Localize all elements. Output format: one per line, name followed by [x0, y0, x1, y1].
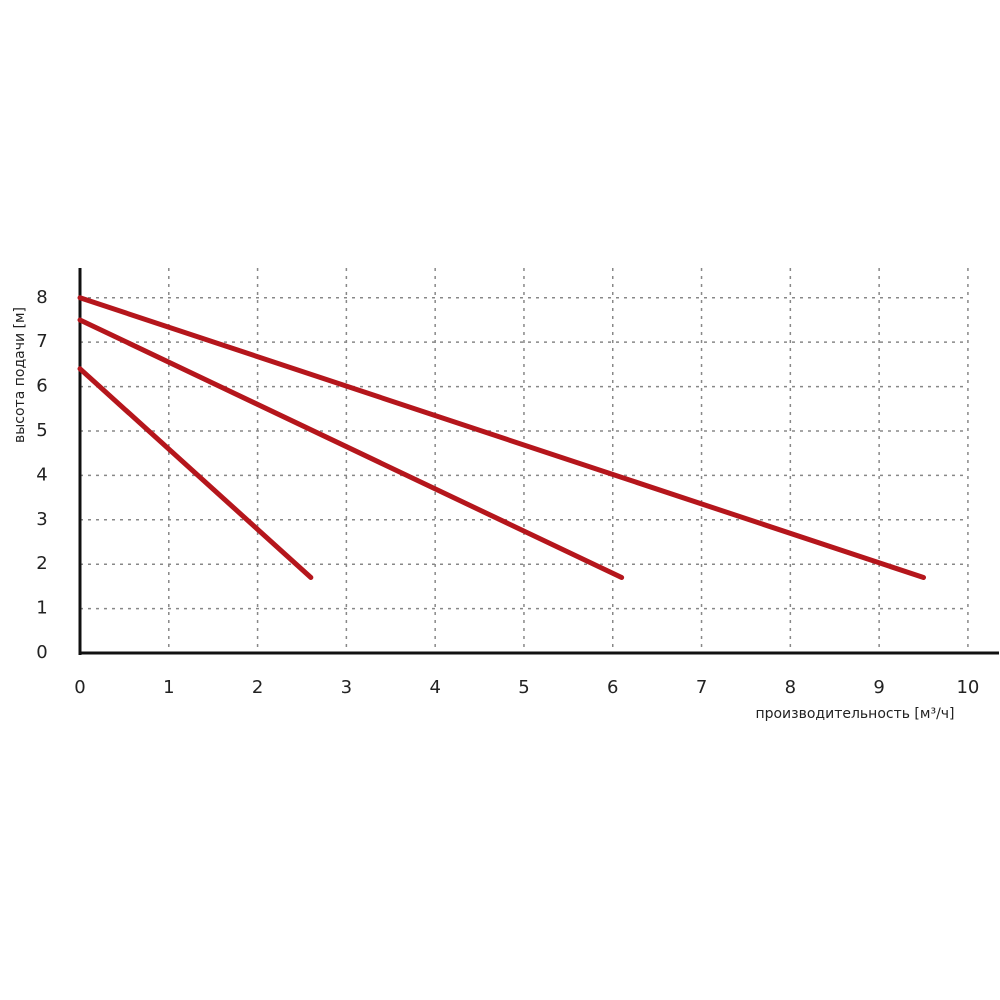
y-tick-label: 2 — [36, 553, 47, 574]
y-tick-label: 5 — [36, 420, 47, 441]
y-tick-label: 3 — [36, 509, 47, 530]
x-tick-label: 3 — [341, 677, 352, 698]
x-tick-label: 10 — [956, 677, 979, 698]
y-tick-label: 7 — [36, 331, 47, 352]
y-tick-label: 8 — [36, 287, 47, 308]
x-tick-label: 8 — [785, 677, 796, 698]
x-tick-label: 1 — [163, 677, 174, 698]
y-tick-label: 6 — [36, 376, 47, 397]
y-tick-label: 0 — [36, 642, 47, 663]
series-line — [77, 366, 314, 581]
x-tick-label: 2 — [252, 677, 263, 698]
y-tick-label: 1 — [36, 598, 47, 619]
x-tick-label: 7 — [696, 677, 707, 698]
x-tick-label: 9 — [873, 677, 884, 698]
x-axis-label: производительность [м³/ч] — [755, 706, 954, 722]
y-tick-label: 4 — [36, 464, 47, 485]
series-line — [77, 317, 625, 581]
x-tick-label: 4 — [429, 677, 440, 698]
series-line — [77, 295, 927, 581]
y-axis-label: высота подачи [м] — [12, 307, 28, 443]
x-tick-label: 0 — [74, 677, 85, 698]
x-tick-label: 6 — [607, 677, 618, 698]
x-tick-label: 5 — [518, 677, 529, 698]
